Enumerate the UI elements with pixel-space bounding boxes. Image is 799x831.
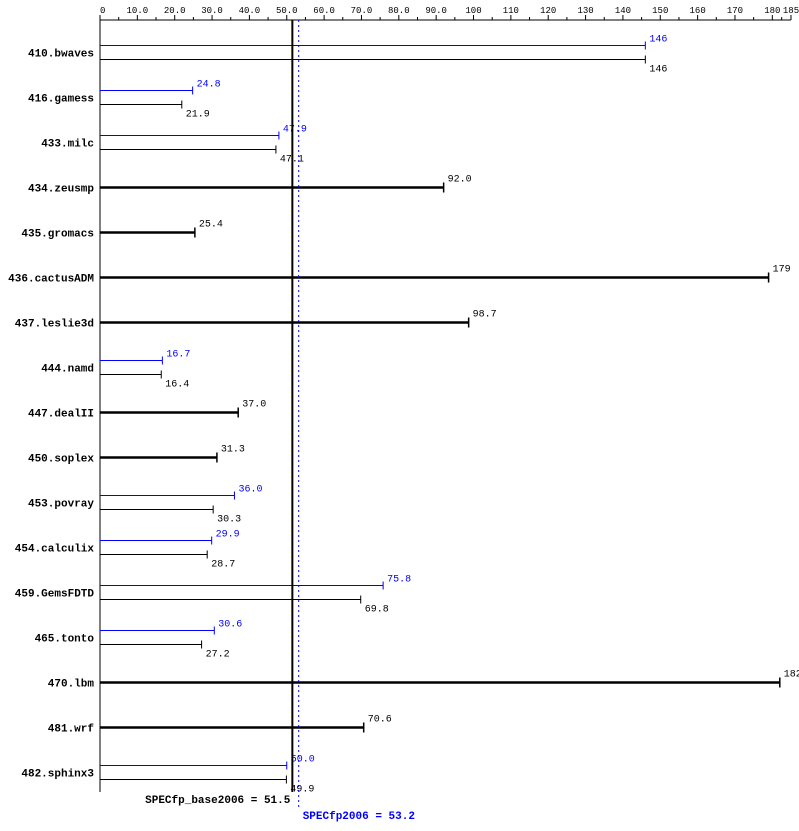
x-tick-label: 40.0: [239, 6, 261, 16]
base-value-label: 70.6: [368, 715, 392, 726]
benchmark-label: 436.cactusADM: [8, 274, 94, 286]
peak-value-label: 29.9: [216, 530, 240, 541]
peak-value-label: 47.9: [283, 125, 307, 136]
benchmark-label: 459.GemsFDTD: [15, 589, 95, 601]
benchmark-label: 410.bwaves: [28, 49, 94, 61]
x-tick-label: 30.0: [201, 6, 223, 16]
x-tick-label: 70.0: [351, 6, 373, 16]
x-tick-label: 90.0: [425, 6, 447, 16]
ref-label-base: SPECfp_base2006 = 51.5: [145, 795, 291, 807]
benchmark-label: 465.tonto: [35, 634, 95, 646]
x-tick-label: 140: [615, 6, 631, 16]
x-tick-label: 130: [577, 6, 593, 16]
peak-value-label: 30.6: [218, 620, 242, 631]
benchmark-label: 454.calculix: [15, 544, 95, 556]
benchmark-label: 433.milc: [41, 139, 94, 151]
benchmark-label: 482.sphinx3: [21, 769, 94, 781]
x-tick-label: 150: [652, 6, 668, 16]
peak-value-label: 75.8: [387, 575, 411, 586]
base-value-label: 28.7: [211, 560, 235, 571]
base-value-label: 179: [773, 265, 791, 276]
benchmark-label: 450.soplex: [28, 454, 94, 466]
x-tick-label: 110: [503, 6, 519, 16]
base-value-label: 30.3: [217, 515, 241, 526]
base-value-label: 92.0: [448, 175, 472, 186]
benchmark-label: 435.gromacs: [21, 229, 94, 241]
benchmark-label: 437.leslie3d: [15, 319, 94, 331]
base-value-label: 25.4: [199, 220, 223, 231]
peak-value-label: 146: [649, 35, 667, 46]
x-tick-label: 160: [690, 6, 706, 16]
peak-value-label: 24.8: [197, 80, 221, 91]
benchmark-label: 453.povray: [28, 499, 94, 511]
peak-value-label: 16.7: [166, 350, 190, 361]
base-value-label: 31.3: [221, 445, 245, 456]
benchmark-label: 416.gamess: [28, 94, 94, 106]
base-value-label: 21.9: [186, 110, 210, 121]
x-tick-label: 180: [764, 6, 780, 16]
benchmark-label: 434.zeusmp: [28, 184, 94, 196]
x-tick-label: 80.0: [388, 6, 410, 16]
benchmark-label: 470.lbm: [48, 679, 95, 691]
base-value-label: 37.0: [242, 400, 266, 411]
specfp-chart: 0 10.0 20.0 30.0 40.0 50.0 60.0 70.0 80.0 90.0 100…: [0, 0, 799, 831]
base-value-label: 146: [649, 65, 667, 76]
x-tick-label: 170: [727, 6, 743, 16]
benchmark-label: 447.dealII: [28, 409, 94, 421]
ref-label-peak: SPECfp2006 = 53.2: [303, 811, 415, 823]
base-value-label: 49.9: [290, 785, 314, 796]
base-value-label: 16.4: [165, 380, 189, 391]
x-tick-label: 185: [783, 6, 799, 16]
x-tick-label: 50.0: [276, 6, 298, 16]
x-tick-label: 0: [100, 6, 105, 16]
x-tick-label: 20.0: [164, 6, 186, 16]
benchmark-label: 481.wrf: [48, 724, 95, 736]
x-tick-label: 10.0: [127, 6, 149, 16]
x-tick-label: 120: [540, 6, 556, 16]
x-tick-label: 100: [465, 6, 481, 16]
x-tick-label: 60.0: [313, 6, 335, 16]
peak-value-label: 36.0: [238, 485, 262, 496]
benchmark-label: 444.namd: [41, 364, 94, 376]
base-value-label: 98.7: [473, 310, 497, 321]
peak-value-label: 50.0: [291, 755, 315, 766]
base-value-label: 27.2: [206, 650, 230, 661]
base-value-label: 69.8: [365, 605, 389, 616]
base-value-label: 182: [784, 670, 799, 681]
